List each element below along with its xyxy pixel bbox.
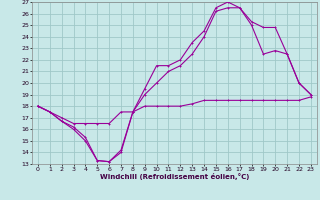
X-axis label: Windchill (Refroidissement éolien,°C): Windchill (Refroidissement éolien,°C) [100,173,249,180]
